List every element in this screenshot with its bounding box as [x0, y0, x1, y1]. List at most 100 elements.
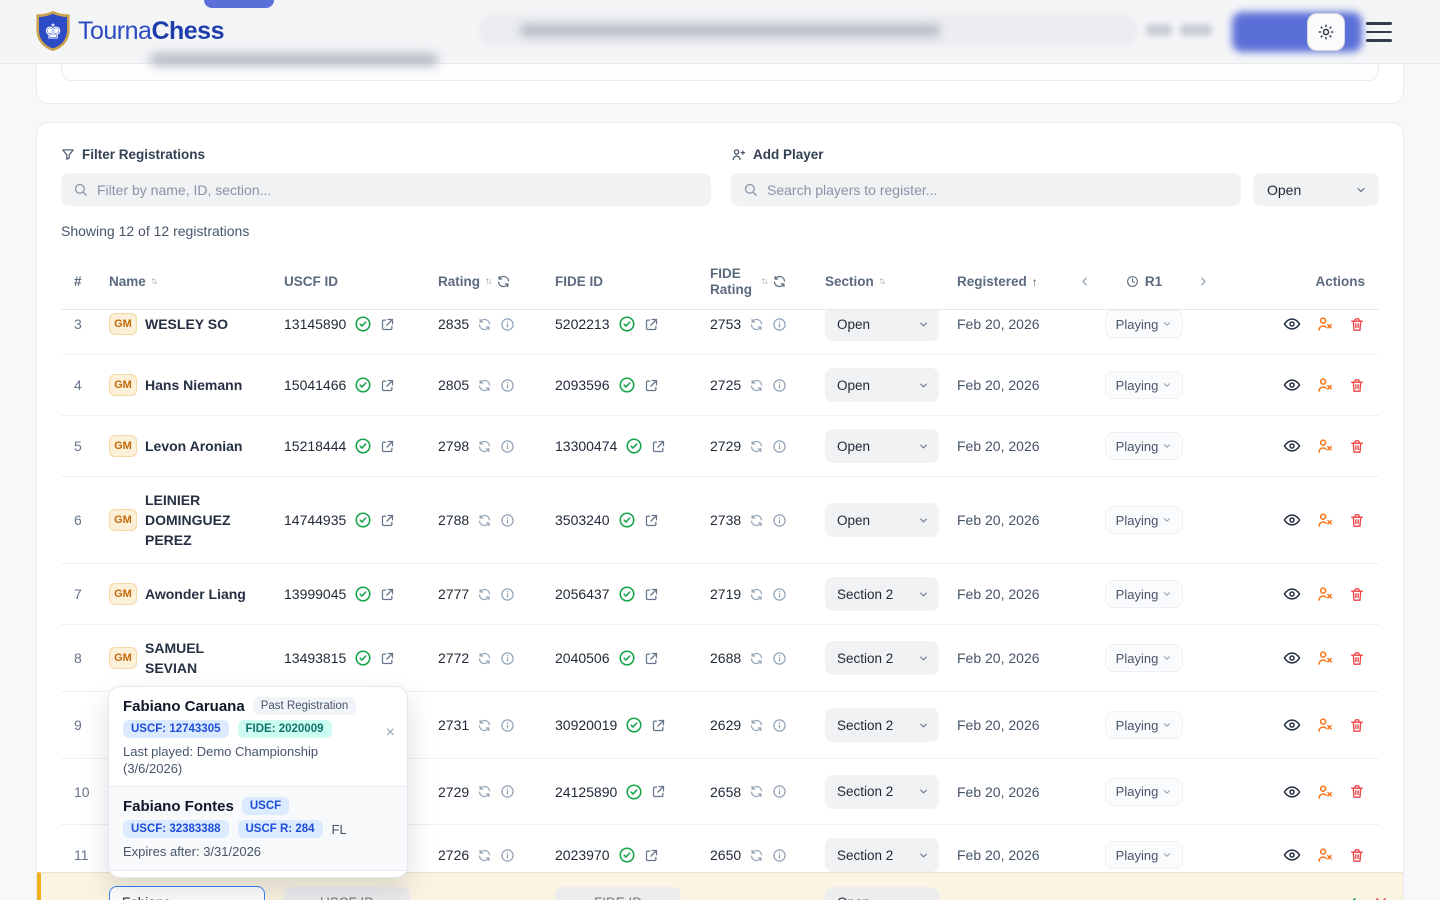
external-link-icon[interactable] [644, 378, 659, 393]
withdraw-player-button[interactable] [1316, 783, 1334, 801]
view-player-button[interactable] [1283, 716, 1301, 734]
refresh-icon[interactable] [749, 587, 764, 602]
round-status-select[interactable]: Playing [1104, 506, 1184, 534]
external-link-icon[interactable] [380, 439, 395, 454]
theme-toggle-button[interactable] [1307, 13, 1345, 51]
view-player-button[interactable] [1283, 783, 1301, 801]
external-link-icon[interactable] [644, 848, 659, 863]
round-status-select[interactable]: Playing [1104, 580, 1184, 608]
round-status-select[interactable]: Playing [1104, 310, 1184, 338]
info-icon[interactable] [500, 848, 515, 863]
delete-registration-button[interactable] [1349, 847, 1365, 864]
external-link-icon[interactable] [380, 587, 395, 602]
info-icon[interactable] [772, 651, 787, 666]
view-player-button[interactable] [1283, 315, 1301, 333]
add-player-section-select[interactable]: Open [1253, 173, 1379, 206]
col-header-name[interactable]: Name ↑↓ [109, 274, 158, 289]
withdraw-player-button[interactable] [1316, 315, 1334, 333]
external-link-icon[interactable] [380, 513, 395, 528]
withdraw-player-button[interactable] [1316, 585, 1334, 603]
info-icon[interactable] [500, 587, 515, 602]
cancel-add-button[interactable] [1373, 895, 1389, 900]
delete-registration-button[interactable] [1349, 650, 1365, 667]
withdraw-player-button[interactable] [1316, 846, 1334, 864]
view-player-button[interactable] [1283, 511, 1301, 529]
external-link-icon[interactable] [380, 651, 395, 666]
external-link-icon[interactable] [651, 439, 666, 454]
section-select[interactable]: Open [825, 310, 939, 341]
suggestion-item[interactable]: Fabiano Fontes USCF USCF: 32383388 USCF … [109, 787, 407, 870]
external-link-icon[interactable] [651, 784, 666, 799]
info-icon[interactable] [772, 378, 787, 393]
section-select[interactable]: Section 2 [825, 641, 939, 675]
refresh-icon[interactable] [496, 274, 511, 289]
section-select[interactable]: Section 2 [825, 708, 939, 742]
refresh-icon[interactable] [749, 784, 764, 799]
chevron-right-icon[interactable] [1197, 275, 1210, 288]
col-header-section[interactable]: Section ↑↓ [825, 274, 886, 289]
section-select[interactable]: Open [825, 368, 939, 402]
external-link-icon[interactable] [644, 651, 659, 666]
delete-registration-button[interactable] [1349, 783, 1365, 800]
confirm-add-button[interactable] [1341, 894, 1358, 900]
withdraw-player-button[interactable] [1316, 376, 1334, 394]
info-icon[interactable] [772, 439, 787, 454]
round-status-select[interactable]: Playing [1104, 711, 1184, 739]
round-status-select[interactable]: Playing [1104, 644, 1184, 672]
info-icon[interactable] [772, 848, 787, 863]
delete-registration-button[interactable] [1349, 377, 1365, 394]
info-icon[interactable] [772, 718, 787, 733]
delete-registration-button[interactable] [1349, 717, 1365, 734]
view-player-button[interactable] [1283, 846, 1301, 864]
delete-registration-button[interactable] [1349, 438, 1365, 455]
refresh-icon[interactable] [749, 651, 764, 666]
refresh-icon[interactable] [749, 317, 764, 332]
refresh-icon[interactable] [477, 378, 492, 393]
info-icon[interactable] [500, 718, 515, 733]
refresh-icon[interactable] [477, 439, 492, 454]
delete-registration-button[interactable] [1349, 512, 1365, 529]
filter-search-input[interactable]: Filter by name, ID, section... [61, 173, 711, 206]
refresh-icon[interactable] [477, 317, 492, 332]
external-link-icon[interactable] [644, 317, 659, 332]
refresh-icon[interactable] [772, 274, 787, 289]
new-player-uscf-input[interactable] [284, 886, 410, 900]
info-icon[interactable] [500, 651, 515, 666]
round-status-select[interactable]: Playing [1104, 371, 1184, 399]
external-link-icon[interactable] [644, 587, 659, 602]
section-select[interactable]: Open [825, 429, 939, 463]
col-header-fide-rating[interactable]: FIDE Rating ↑↓ [693, 266, 808, 298]
suggestion-item[interactable]: JOSE ANTONIO FABIANO [109, 871, 407, 878]
info-icon[interactable] [500, 317, 515, 332]
external-link-icon[interactable] [644, 513, 659, 528]
close-icon[interactable]: × [385, 724, 395, 741]
new-row-section-select[interactable]: Open [825, 886, 939, 900]
external-link-icon[interactable] [380, 378, 395, 393]
refresh-icon[interactable] [477, 784, 492, 799]
new-player-name-input[interactable] [109, 885, 265, 900]
chevron-left-icon[interactable] [1078, 275, 1091, 288]
section-select[interactable]: Open [825, 503, 939, 537]
view-player-button[interactable] [1283, 376, 1301, 394]
withdraw-player-button[interactable] [1316, 649, 1334, 667]
new-player-fide-input[interactable] [555, 886, 681, 900]
view-player-button[interactable] [1283, 649, 1301, 667]
view-player-button[interactable] [1283, 437, 1301, 455]
delete-registration-button[interactable] [1349, 586, 1365, 603]
section-select[interactable]: Section 2 [825, 774, 939, 809]
refresh-icon[interactable] [477, 587, 492, 602]
refresh-icon[interactable] [749, 513, 764, 528]
external-link-icon[interactable] [651, 718, 666, 733]
refresh-icon[interactable] [749, 848, 764, 863]
info-icon[interactable] [772, 513, 787, 528]
hamburger-menu-icon[interactable] [1366, 22, 1392, 42]
round-status-select[interactable]: Playing [1104, 432, 1184, 460]
refresh-icon[interactable] [749, 718, 764, 733]
info-icon[interactable] [500, 784, 515, 799]
round-status-select[interactable]: Playing [1104, 777, 1184, 806]
section-select[interactable]: Section 2 [825, 838, 939, 872]
refresh-icon[interactable] [477, 848, 492, 863]
refresh-icon[interactable] [477, 513, 492, 528]
info-icon[interactable] [772, 317, 787, 332]
refresh-icon[interactable] [477, 651, 492, 666]
